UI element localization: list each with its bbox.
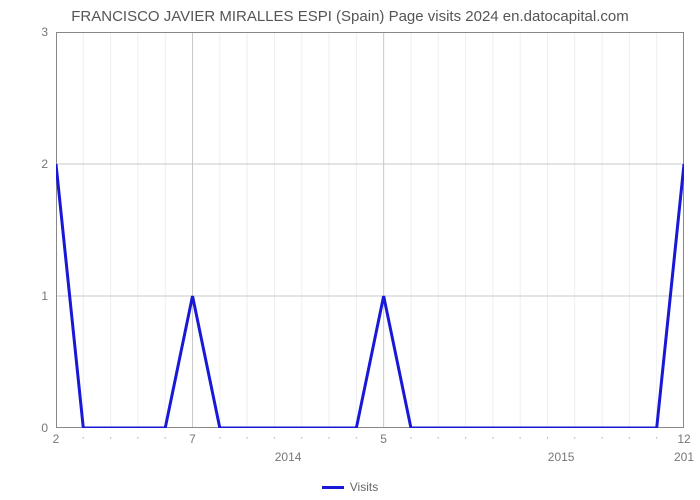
axis-tick-label: 5 xyxy=(380,432,387,446)
axis-minor-tick: · xyxy=(545,430,549,444)
axis-minor-tick: · xyxy=(218,430,222,444)
axis-tick-label: 201 xyxy=(674,450,694,464)
axis-minor-tick: · xyxy=(327,430,331,444)
axis-tick-label: 7 xyxy=(189,432,196,446)
axis-tick-label: 2 xyxy=(53,432,60,446)
chart-title: FRANCISCO JAVIER MIRALLES ESPI (Spain) P… xyxy=(0,8,700,25)
legend: Visits xyxy=(0,480,700,494)
axis-minor-tick: · xyxy=(600,430,604,444)
legend-swatch xyxy=(322,486,344,489)
axis-minor-tick: · xyxy=(436,430,440,444)
legend-label: Visits xyxy=(350,480,378,494)
chart-container: FRANCISCO JAVIER MIRALLES ESPI (Spain) P… xyxy=(0,0,700,500)
axis-tick-label: 12 xyxy=(677,432,690,446)
axis-tick-label: 0 xyxy=(41,421,48,435)
plot-area xyxy=(56,32,684,428)
axis-tick-label: 2015 xyxy=(548,450,575,464)
axis-tick-label: 2 xyxy=(41,157,48,171)
axis-minor-tick: · xyxy=(354,430,358,444)
axis-minor-tick: · xyxy=(136,430,140,444)
axis-minor-tick: · xyxy=(81,430,85,444)
axis-minor-tick: · xyxy=(409,430,413,444)
axis-minor-tick: · xyxy=(491,430,495,444)
axis-tick-label: 3 xyxy=(41,25,48,39)
axis-tick-label: 2014 xyxy=(275,450,302,464)
axis-tick-label: 1 xyxy=(41,289,48,303)
axis-minor-tick: · xyxy=(272,430,276,444)
axis-minor-tick: · xyxy=(464,430,468,444)
axis-minor-tick: · xyxy=(655,430,659,444)
axis-minor-tick: · xyxy=(627,430,631,444)
axis-minor-tick: · xyxy=(163,430,167,444)
axis-minor-tick: · xyxy=(300,430,304,444)
axis-minor-tick: · xyxy=(573,430,577,444)
axis-minor-tick: · xyxy=(109,430,113,444)
axis-minor-tick: · xyxy=(518,430,522,444)
axis-minor-tick: · xyxy=(245,430,249,444)
